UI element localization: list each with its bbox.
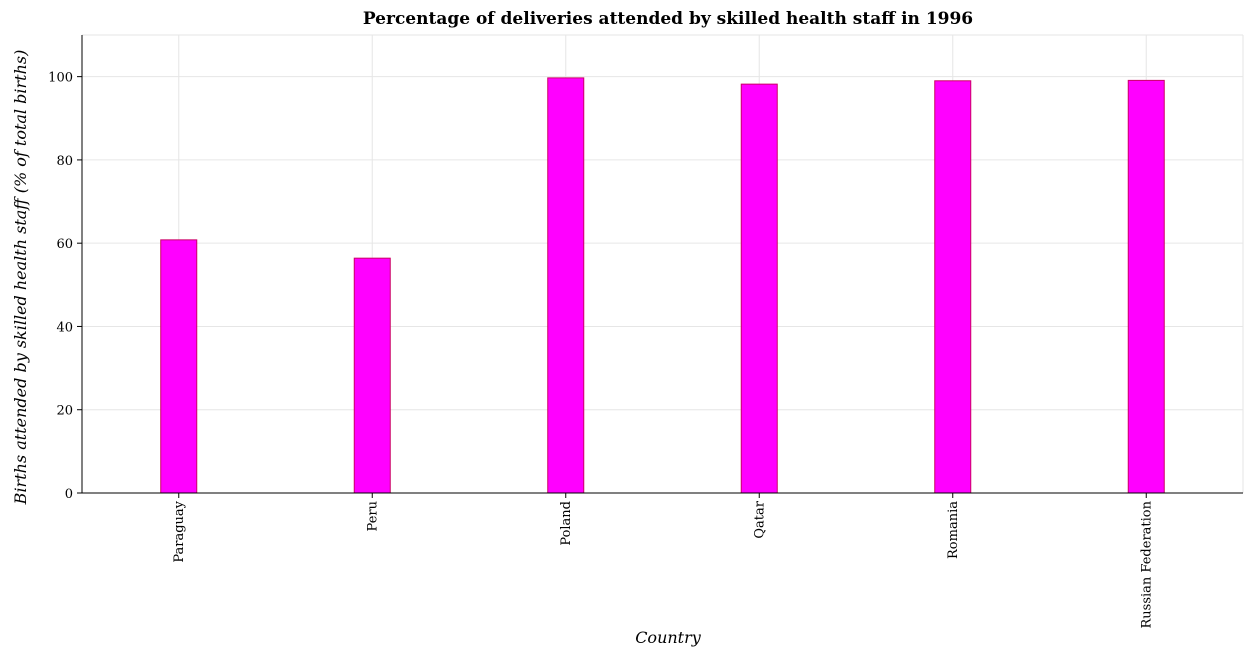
x-tick-labels: Paraguay Peru Poland Qatar Romania Russian Fe… <box>172 500 1155 628</box>
x-tick-label: Peru <box>365 501 380 531</box>
chart-title: Percentage of deliveries attended by ski… <box>363 9 973 29</box>
y-tick-labels: 0 20 40 60 80 100 <box>48 71 73 502</box>
gridlines <box>82 34 1244 494</box>
y-tick-label: 80 <box>56 154 73 169</box>
axes <box>77 35 1243 498</box>
bars <box>160 77 1165 494</box>
y-tick-label: 0 <box>65 487 73 502</box>
x-tick-label: Russian Federation <box>1139 500 1154 628</box>
bar-russian-federation <box>1127 79 1165 494</box>
x-axis-label: Country <box>635 628 702 647</box>
x-tick-label: Poland <box>559 501 574 546</box>
bar-paraguay <box>160 239 198 494</box>
bar-romania <box>934 80 972 494</box>
y-tick-label: 20 <box>56 404 73 419</box>
x-tick-label: Romania <box>946 501 961 559</box>
y-tick-label: 100 <box>48 71 73 86</box>
y-tick-label: 40 <box>56 320 73 335</box>
y-tick-label: 60 <box>56 237 73 252</box>
bar-peru <box>353 257 391 494</box>
bar-poland <box>547 77 585 494</box>
x-tick-label: Qatar <box>752 500 767 538</box>
x-tick-label: Paraguay <box>172 500 187 562</box>
bar-qatar <box>740 83 778 494</box>
y-axis-label: Births attended by skilled health staff … <box>11 50 30 506</box>
